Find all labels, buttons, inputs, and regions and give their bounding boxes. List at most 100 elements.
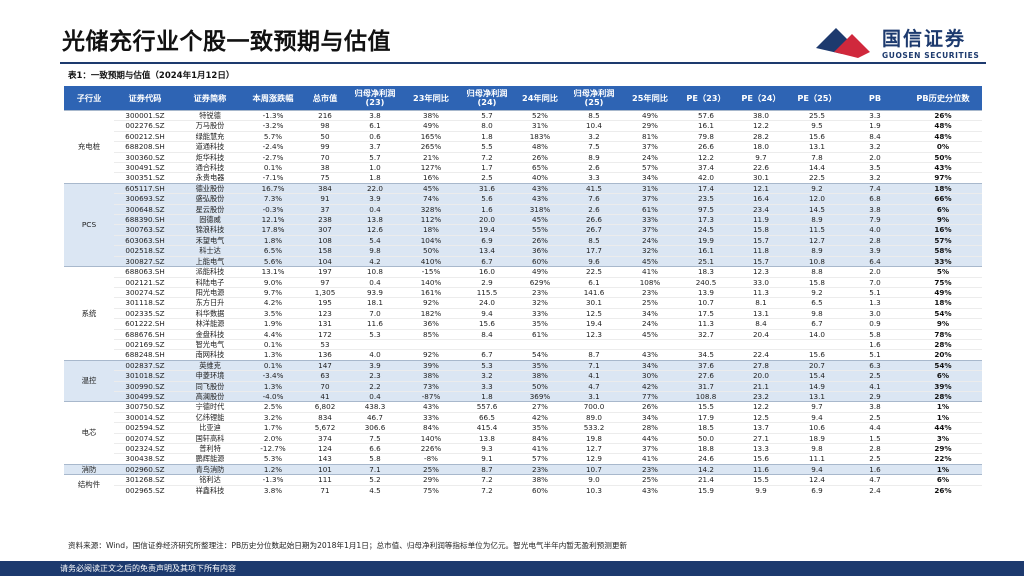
table-cell: 17.5 — [678, 307, 734, 319]
table-cell: 197 — [302, 266, 348, 277]
table-cell: 384 — [302, 182, 348, 194]
table-cell: 33.0 — [734, 276, 788, 288]
table-cell: 11.1 — [788, 453, 846, 465]
table-cell: 锦浪科技 — [176, 224, 244, 236]
table-cell: 300491.SZ — [114, 162, 176, 173]
table-cell: 44% — [904, 422, 982, 434]
table-cell: 14.9 — [788, 380, 846, 392]
table-cell: 9.7% — [244, 286, 302, 298]
table-cell: 6.7 — [460, 349, 514, 361]
table-cell: 6% — [904, 474, 982, 486]
table-cell: 3.5 — [846, 162, 904, 173]
table-cell: 37% — [622, 141, 678, 153]
table-cell: 3% — [904, 432, 982, 444]
table-cell: 4.4% — [244, 328, 302, 340]
table-cell: 37.6 — [678, 359, 734, 371]
table-cell: 002074.SZ — [114, 432, 176, 444]
table-cell: 36% — [402, 318, 460, 330]
table-cell: 75 — [302, 172, 348, 184]
column-header: 24年同比 — [514, 86, 566, 111]
table-cell: 415.4 — [460, 422, 514, 434]
table-cell: 002169.SZ — [114, 338, 176, 350]
table-cell: 5.3 — [460, 359, 514, 371]
table-cell: 66.5 — [460, 411, 514, 423]
table-cell: 15.4 — [788, 370, 846, 382]
column-header: 总市值 — [302, 86, 348, 111]
table-cell: 3.8 — [846, 203, 904, 215]
table-cell: 45% — [622, 255, 678, 267]
table-cell: 240.5 — [678, 276, 734, 288]
table-row: 300438.SZ 鹏辉能源 5.3% 143 5.8 -8% 9.1 57% 12.9 41% 2… — [64, 453, 982, 465]
table-row: 300274.SZ 阳光电源 9.7% 1,305 93.9 161% 115.5 23% 14… — [64, 286, 982, 298]
table-cell: 328% — [402, 203, 460, 215]
table-cell: 2.6 — [566, 162, 622, 173]
table-cell: 2.5 — [460, 172, 514, 184]
column-header: 归母净利润(24) — [460, 86, 514, 111]
table-cell: 9.4 — [788, 411, 846, 423]
table-cell: 688676.SH — [114, 328, 176, 340]
table-cell: 0.4 — [348, 203, 402, 215]
table-cell: 9.9 — [734, 484, 788, 496]
table-cell: 7.5 — [348, 432, 402, 444]
table-cell: 31% — [514, 120, 566, 132]
table-row: 300499.SZ 高澜股份 -4.0% 41 0.4 -87% 1.8 369% 3.1 77%… — [64, 390, 982, 402]
table-cell: 21% — [402, 151, 460, 163]
table-cell: 4.0 — [846, 224, 904, 236]
table-cell: 19.8 — [566, 432, 622, 444]
table-cell: 禾望电气 — [176, 234, 244, 246]
table-cell: 195 — [302, 297, 348, 309]
table-cell: 92% — [402, 297, 460, 309]
table-cell: 306.6 — [348, 422, 402, 434]
table-cell: 52% — [514, 109, 566, 121]
table-cell: 002335.SZ — [114, 307, 176, 319]
table-cell: 9.2 — [788, 182, 846, 194]
table-cell: 12.2 — [734, 401, 788, 413]
table-cell: 3.9 — [348, 359, 402, 371]
page-title: 光储充行业个股一致预期与估值 — [62, 29, 391, 55]
table-cell: 1,305 — [302, 286, 348, 298]
table-cell: 0.4 — [348, 390, 402, 402]
table-row: 002121.SZ 科陆电子 9.0% 97 0.4 140% 2.9 629% 6.1 108%… — [64, 276, 982, 288]
table-cell: 57% — [904, 234, 982, 246]
table-cell: 369% — [514, 390, 566, 402]
table-cell: 0% — [904, 141, 982, 153]
table-cell: -3.2% — [244, 120, 302, 132]
table-cell: 26.6 — [678, 141, 734, 153]
disclaimer-text: 请务必阅读正文之后的免责声明及其项下所有内容 — [60, 564, 236, 573]
table-cell: 23.4 — [734, 203, 788, 215]
table-cell: 140% — [402, 432, 460, 444]
table-cell: 13.7 — [734, 422, 788, 434]
column-header: 本周涨跌幅 — [244, 86, 302, 111]
industry-cell: 系统 — [64, 266, 114, 361]
table-cell: 11.6 — [734, 463, 788, 475]
table-cell: 97 — [302, 276, 348, 288]
table-cell: 阳光电源 — [176, 286, 244, 298]
table-cell: 28% — [622, 422, 678, 434]
table-cell — [734, 338, 788, 350]
table-cell: 17.4 — [678, 182, 734, 194]
table-cell: 9.4 — [788, 463, 846, 475]
table-cell: 57.6 — [678, 109, 734, 121]
table-cell: 5.7% — [244, 130, 302, 142]
column-header: 23年同比 — [402, 86, 460, 111]
table-cell: 15.6 — [734, 453, 788, 465]
logo-text-en: GUOSEN SECURITIES — [882, 51, 980, 60]
table-cell: 15.5 — [734, 474, 788, 486]
table-cell: 25.1 — [678, 255, 734, 267]
table-cell: 12.1 — [734, 182, 788, 194]
column-header: PB — [846, 86, 904, 111]
table-row: 300693.SZ 盛弘股份 7.3% 91 3.9 74% 5.6 43% 7.6 37% 23.… — [64, 193, 982, 205]
table-cell: 20.0 — [734, 370, 788, 382]
table-cell: 104 — [302, 255, 348, 267]
table-cell: 140% — [402, 276, 460, 288]
table-cell: 5.5 — [460, 141, 514, 153]
table-cell: 301118.SZ — [114, 297, 176, 309]
table-cell: 74% — [402, 193, 460, 205]
table-cell: 26.7 — [566, 224, 622, 236]
table-cell: 16.7% — [244, 182, 302, 194]
table-row: 688208.SH 道通科技 -2.4% 99 3.7 265% 5.5 48% 7.5 37% 2… — [64, 141, 982, 153]
table-cell: 高澜股份 — [176, 390, 244, 402]
table-cell: 10.8 — [348, 266, 402, 277]
table-cell: 002121.SZ — [114, 276, 176, 288]
table-cell: 上能电气 — [176, 255, 244, 267]
